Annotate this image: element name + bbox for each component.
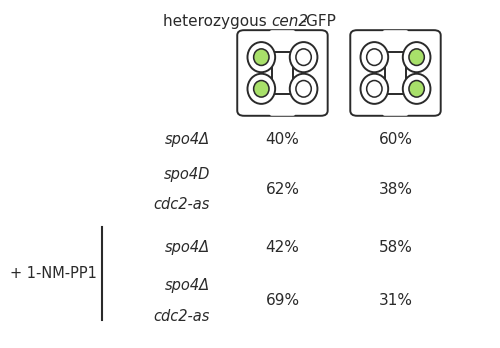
FancyBboxPatch shape — [382, 30, 408, 54]
FancyBboxPatch shape — [350, 30, 440, 116]
FancyBboxPatch shape — [270, 92, 295, 116]
Text: spo4Δ: spo4Δ — [165, 278, 210, 293]
Text: 31%: 31% — [378, 293, 412, 308]
Text: cen2: cen2 — [271, 14, 308, 29]
Ellipse shape — [360, 42, 388, 72]
Text: 62%: 62% — [266, 182, 300, 197]
Ellipse shape — [360, 74, 388, 104]
Ellipse shape — [403, 74, 430, 104]
Ellipse shape — [366, 80, 382, 97]
Text: + 1-NM-PP1: + 1-NM-PP1 — [10, 266, 97, 281]
FancyBboxPatch shape — [270, 30, 295, 54]
Text: spo4D: spo4D — [164, 166, 210, 182]
Text: 69%: 69% — [266, 293, 300, 308]
Text: heterozygous: heterozygous — [162, 14, 271, 29]
Ellipse shape — [296, 80, 312, 97]
Ellipse shape — [409, 49, 424, 65]
Ellipse shape — [366, 49, 382, 65]
Ellipse shape — [254, 49, 269, 65]
Text: 58%: 58% — [378, 240, 412, 255]
Ellipse shape — [290, 74, 318, 104]
Text: -GFP: -GFP — [300, 14, 336, 29]
FancyBboxPatch shape — [382, 92, 408, 116]
Text: spo4Δ: spo4Δ — [165, 132, 210, 147]
Ellipse shape — [296, 49, 312, 65]
Ellipse shape — [248, 74, 275, 104]
FancyBboxPatch shape — [237, 30, 328, 116]
Text: cdc2-as: cdc2-as — [154, 309, 210, 324]
Text: cdc2-as: cdc2-as — [154, 197, 210, 212]
Text: 42%: 42% — [266, 240, 300, 255]
Ellipse shape — [254, 80, 269, 97]
Ellipse shape — [403, 42, 430, 72]
Text: spo4Δ: spo4Δ — [165, 240, 210, 255]
Text: 60%: 60% — [378, 132, 412, 147]
Text: 38%: 38% — [378, 182, 412, 197]
Text: 40%: 40% — [266, 132, 300, 147]
Ellipse shape — [290, 42, 318, 72]
Ellipse shape — [248, 42, 275, 72]
Ellipse shape — [409, 80, 424, 97]
